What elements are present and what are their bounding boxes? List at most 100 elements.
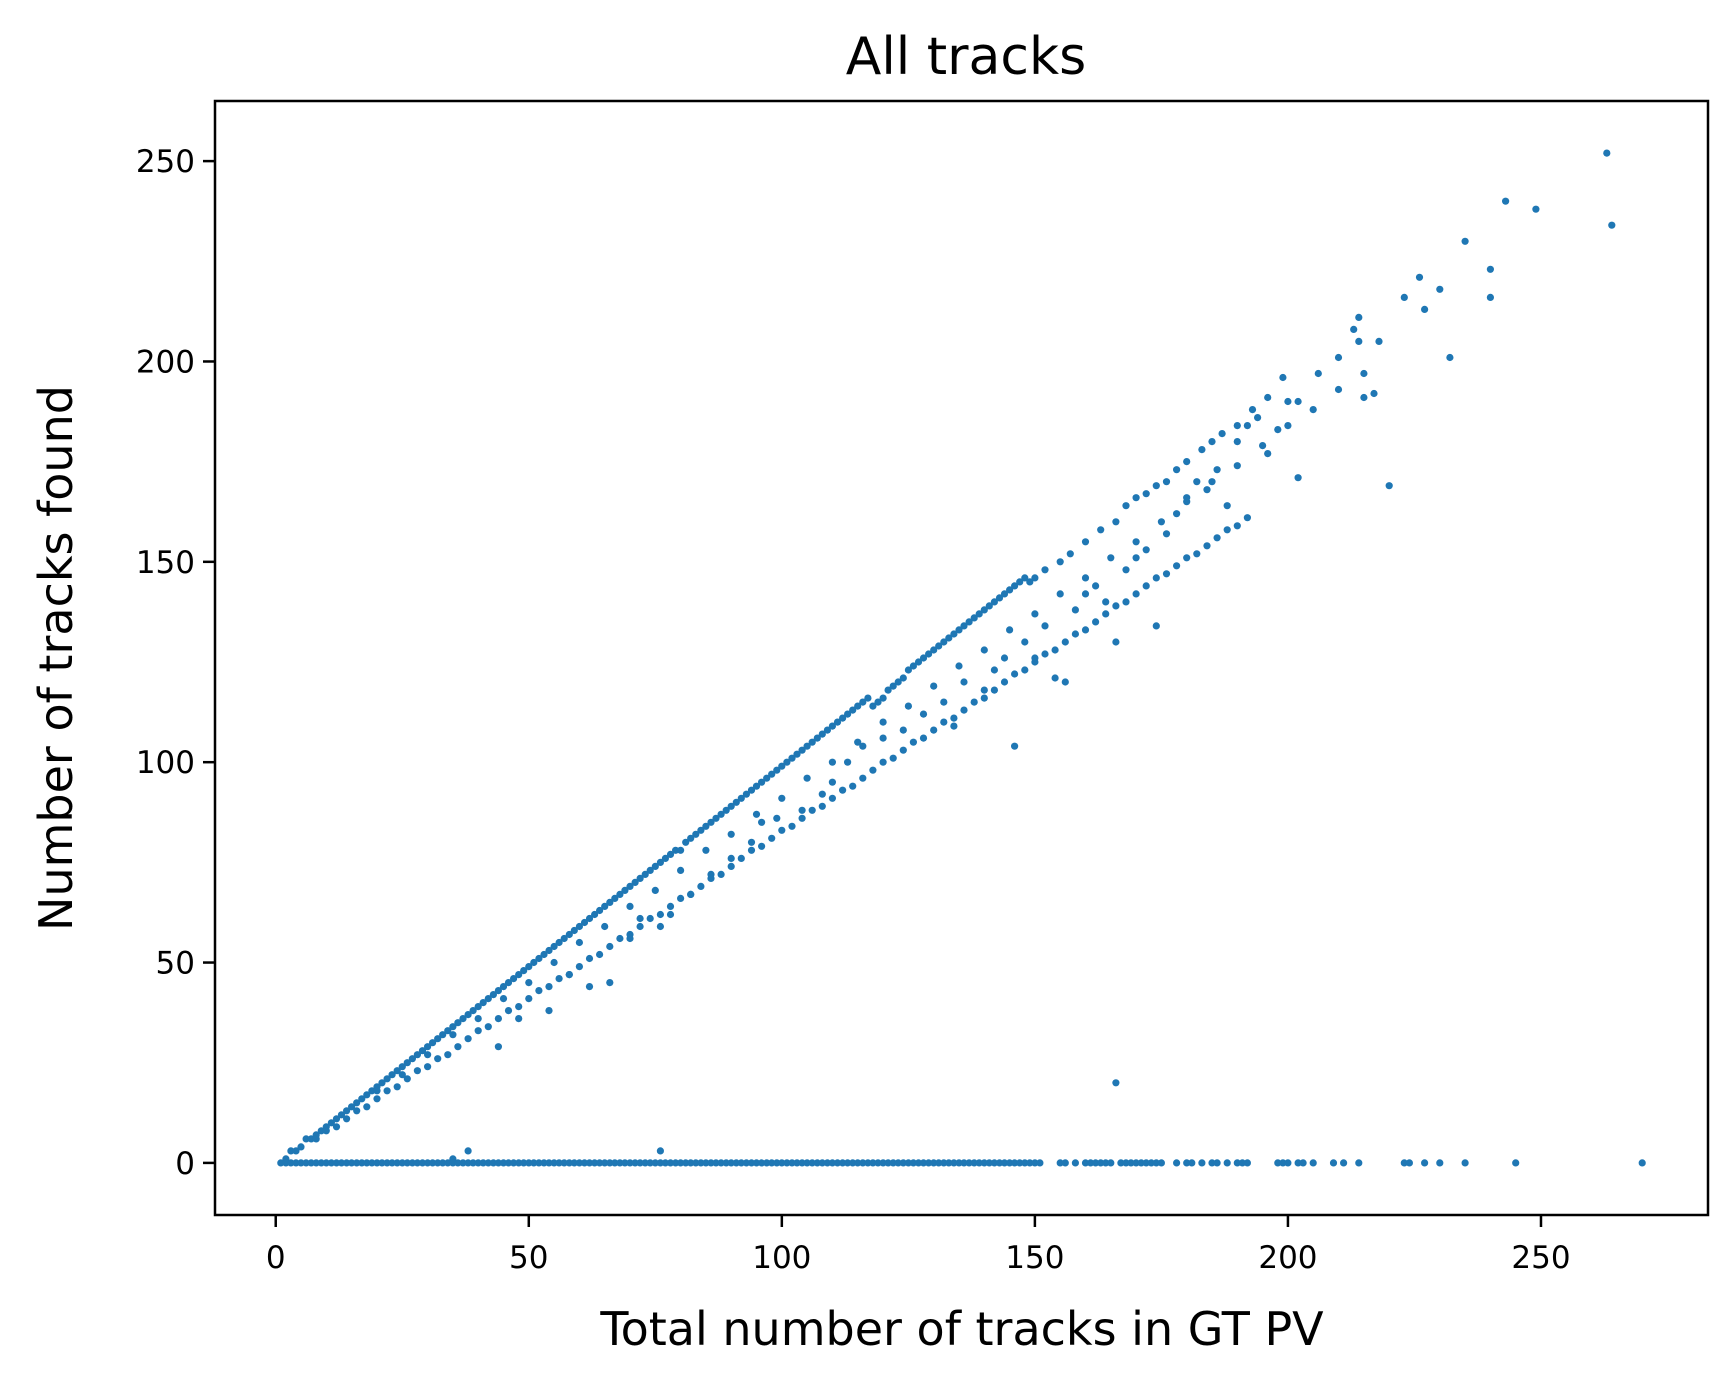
data-point — [509, 1159, 518, 1167]
data-point — [337, 1111, 346, 1119]
data-point — [636, 874, 644, 883]
data-point — [525, 963, 533, 971]
data-point — [702, 822, 710, 830]
data-point — [606, 979, 614, 987]
data-point — [297, 1159, 305, 1167]
data-point — [585, 954, 594, 963]
data-point — [1081, 1159, 1090, 1167]
data-point — [1157, 518, 1165, 526]
data-point — [1041, 566, 1049, 574]
data-point — [1173, 1159, 1181, 1167]
data-point — [747, 1159, 756, 1167]
data-point — [828, 758, 837, 766]
data-point — [818, 730, 826, 738]
data-point — [1142, 546, 1150, 554]
data-point — [616, 934, 624, 943]
data-point — [1056, 590, 1064, 598]
data-point — [1208, 438, 1216, 446]
data-point — [677, 894, 685, 903]
data-point — [1152, 622, 1160, 630]
data-point — [1031, 574, 1039, 582]
data-point — [1102, 598, 1110, 606]
data-point — [808, 738, 816, 746]
data-point — [535, 954, 543, 963]
data-point — [995, 1159, 1004, 1167]
data-point — [454, 1159, 462, 1167]
data-point — [884, 1159, 892, 1167]
data-point — [1132, 538, 1140, 546]
data-point — [940, 638, 948, 646]
data-point — [570, 926, 578, 935]
data-point — [383, 1087, 391, 1095]
data-point — [601, 922, 609, 931]
data-point — [960, 622, 968, 630]
data-point — [798, 806, 806, 814]
data-point — [312, 1135, 320, 1143]
data-point — [535, 1159, 543, 1167]
data-point — [859, 774, 867, 782]
data-point — [864, 694, 872, 702]
data-point — [1112, 518, 1120, 526]
data-point — [818, 790, 826, 798]
data-point — [378, 1159, 386, 1167]
data-point — [1400, 1159, 1408, 1167]
data-point — [980, 646, 988, 654]
data-point — [945, 634, 953, 642]
data-point — [793, 1159, 801, 1167]
data-point — [459, 1015, 467, 1023]
data-point — [484, 1159, 492, 1167]
data-point — [626, 1159, 634, 1167]
data-point — [687, 890, 695, 899]
data-point — [737, 794, 745, 802]
data-point — [950, 1159, 958, 1167]
data-point — [1486, 293, 1494, 301]
data-point — [489, 1159, 497, 1167]
data-point — [1081, 590, 1090, 598]
data-point — [550, 942, 558, 951]
data-point — [783, 1159, 791, 1167]
data-point — [661, 854, 670, 863]
data-point — [444, 1051, 452, 1059]
data-point — [479, 1159, 487, 1167]
data-point — [1132, 590, 1140, 598]
data-point — [489, 991, 497, 999]
data-point — [828, 778, 837, 786]
data-point — [525, 995, 533, 1003]
data-point — [727, 862, 735, 871]
data-point — [418, 1159, 427, 1167]
data-point — [722, 806, 730, 814]
data-point — [1000, 590, 1009, 598]
data-point — [990, 598, 999, 606]
data-point — [737, 1159, 745, 1167]
data-point — [327, 1159, 335, 1167]
data-point — [1147, 1159, 1155, 1167]
data-point — [955, 662, 963, 670]
data-point — [1385, 482, 1393, 490]
data-point — [697, 882, 705, 891]
data-point — [398, 1071, 406, 1079]
data-point — [1026, 578, 1034, 586]
data-point — [358, 1159, 366, 1167]
data-point — [1142, 490, 1150, 498]
data-point — [1011, 1159, 1019, 1167]
data-point — [606, 898, 614, 907]
data-point — [1036, 1159, 1044, 1167]
data-point — [712, 1159, 720, 1167]
data-point — [940, 1159, 948, 1167]
data-point — [580, 918, 589, 927]
data-point — [899, 674, 907, 682]
data-point — [717, 810, 725, 818]
data-point — [889, 754, 897, 762]
data-point — [970, 698, 978, 706]
x-tick-label: 50 — [509, 1240, 548, 1276]
data-point — [515, 971, 523, 979]
data-point — [378, 1079, 386, 1087]
data-point — [1132, 554, 1140, 562]
data-point — [758, 778, 766, 786]
data-point — [1041, 650, 1049, 658]
data-point — [869, 766, 877, 774]
data-point — [535, 987, 543, 995]
data-point — [585, 914, 594, 923]
data-point — [413, 1067, 421, 1075]
data-point — [444, 1027, 452, 1035]
